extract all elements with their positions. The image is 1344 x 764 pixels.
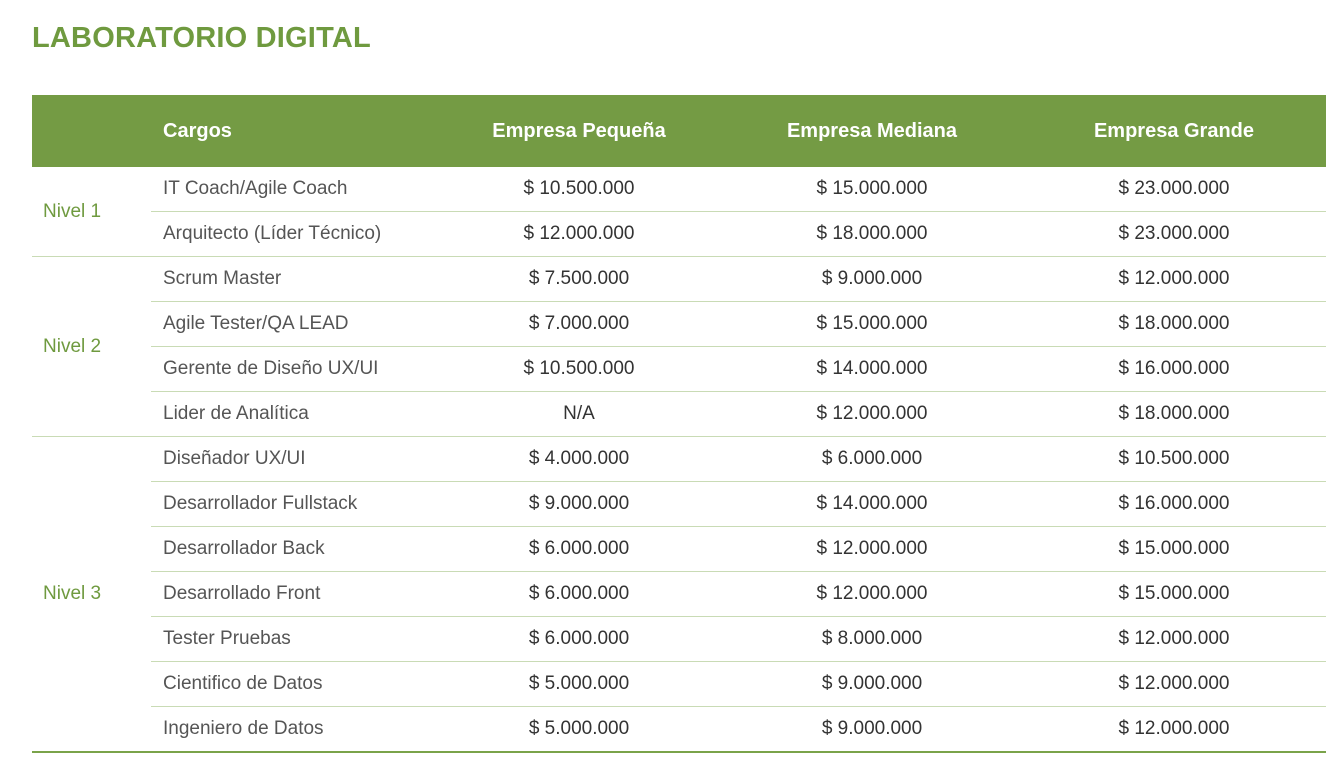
salary-mediana-cell: $ 14.000.000 bbox=[816, 358, 928, 379]
level-group: Nivel 1 IT Coach/Agile Coach $ 10.500.000 $… bbox=[32, 167, 1326, 257]
level-label: Nivel 2 bbox=[43, 335, 102, 357]
cargo-cell: Tester Pruebas bbox=[163, 628, 291, 649]
cargo-cell: Cientifico de Datos bbox=[163, 673, 323, 694]
salary-grande-cell: $ 23.000.000 bbox=[1118, 178, 1230, 199]
cargo-cell: Ingeniero de Datos bbox=[163, 718, 324, 739]
table-row: Desarrollado Front $ 6.000.000 $ 12.000.00… bbox=[151, 572, 1326, 617]
table-row: Cientifico de Datos $ 5.000.000 $ 9.000.00… bbox=[151, 662, 1326, 707]
salary-mediana-cell: $ 18.000.000 bbox=[816, 223, 928, 244]
salary-grande-cell: $ 15.000.000 bbox=[1118, 583, 1230, 604]
table-header: Cargos Empresa Pequeña Empresa Mediana E… bbox=[32, 95, 1326, 167]
cargo-cell: Gerente de Diseño UX/UI bbox=[163, 358, 379, 379]
salary-pequena-cell: $ 7.000.000 bbox=[528, 313, 630, 334]
salary-pequena-cell: $ 5.000.000 bbox=[528, 673, 630, 694]
cargo-cell: Desarrollador Back bbox=[163, 538, 325, 559]
cargo-cell: Arquitecto (Líder Técnico) bbox=[163, 223, 382, 244]
salary-mediana-cell: $ 12.000.000 bbox=[816, 583, 928, 604]
salary-grande-cell: $ 12.000.000 bbox=[1118, 268, 1230, 289]
salary-mediana-cell: $ 9.000.000 bbox=[821, 718, 923, 739]
salary-pequena-cell: $ 7.500.000 bbox=[528, 268, 630, 289]
salary-mediana-cell: $ 8.000.000 bbox=[821, 628, 923, 649]
salary-pequena-cell: $ 10.500.000 bbox=[523, 178, 635, 199]
level-label: Nivel 1 bbox=[43, 200, 102, 222]
salary-grande-cell: $ 16.000.000 bbox=[1118, 493, 1230, 514]
salary-pequena-cell: $ 5.000.000 bbox=[528, 718, 630, 739]
salary-grande-cell: $ 10.500.000 bbox=[1118, 448, 1230, 469]
table-row: Desarrollador Fullstack $ 9.000.000 $ 14.0… bbox=[151, 482, 1326, 527]
salary-table: Cargos Empresa Pequeña Empresa Mediana E… bbox=[32, 95, 1326, 753]
cargo-cell: Scrum Master bbox=[163, 268, 282, 289]
salary-pequena-cell: N/A bbox=[563, 403, 595, 424]
salary-mediana-cell: $ 6.000.000 bbox=[821, 448, 923, 469]
salary-mediana-cell: $ 14.000.000 bbox=[816, 493, 928, 514]
header-empresa-mediana: Empresa Mediana bbox=[786, 120, 958, 142]
table-row: Gerente de Diseño UX/UI $ 10.500.000 $ 14.… bbox=[151, 347, 1326, 392]
page-title: LABORATORIO DIGITAL bbox=[32, 22, 371, 54]
salary-mediana-cell: $ 12.000.000 bbox=[816, 403, 928, 424]
cargo-cell: Lider de Analítica bbox=[163, 403, 309, 424]
table-row: Agile Tester/QA LEAD $ 7.000.000 $ 15.000.… bbox=[151, 302, 1326, 347]
table-row: Diseñador UX/UI $ 4.000.000 $ 6.000.000 $ 1… bbox=[151, 437, 1326, 482]
table-row: Scrum Master $ 7.500.000 $ 9.000.000 $ 12.0… bbox=[151, 257, 1326, 302]
table-body: Nivel 1 IT Coach/Agile Coach $ 10.500.000 $… bbox=[32, 167, 1326, 753]
salary-grande-cell: $ 15.000.000 bbox=[1118, 538, 1230, 559]
level-group: Nivel 3 Diseñador UX/UI $ 4.000.000 $ 6.000… bbox=[32, 437, 1326, 753]
salary-mediana-cell: $ 15.000.000 bbox=[816, 313, 928, 334]
salary-grande-cell: $ 23.000.000 bbox=[1118, 223, 1230, 244]
salary-grande-cell: $ 18.000.000 bbox=[1118, 403, 1230, 424]
level-group: Nivel 2 Scrum Master $ 7.500.000 $ 9.000.00… bbox=[32, 257, 1326, 437]
table-row: Ingeniero de Datos $ 5.000.000 $ 9.000.000… bbox=[151, 707, 1326, 751]
level-label: Nivel 3 bbox=[43, 583, 102, 604]
cargo-cell: Agile Tester/QA LEAD bbox=[163, 313, 349, 334]
table-row: Lider de Analítica N/A $ 12.000.000 $ 18.00… bbox=[151, 392, 1326, 436]
salary-grande-cell: $ 16.000.000 bbox=[1118, 358, 1230, 379]
salary-pequena-cell: $ 9.000.000 bbox=[528, 493, 630, 514]
salary-mediana-cell: $ 9.000.000 bbox=[821, 673, 923, 694]
table-row: Desarrollador Back $ 6.000.000 $ 12.000.00… bbox=[151, 527, 1326, 572]
table-row: IT Coach/Agile Coach $ 10.500.000 $ 15.000… bbox=[151, 167, 1326, 212]
table-row: Tester Pruebas $ 6.000.000 $ 8.000.000 $ 12… bbox=[151, 617, 1326, 662]
cargo-cell: IT Coach/Agile Coach bbox=[163, 178, 348, 199]
salary-grande-cell: $ 12.000.000 bbox=[1118, 628, 1230, 649]
cargo-cell: Desarrollado Front bbox=[163, 583, 321, 604]
table-row: Arquitecto (Líder Técnico) $ 12.000.000 $ … bbox=[151, 212, 1326, 256]
salary-mediana-cell: $ 15.000.000 bbox=[816, 178, 928, 199]
cargo-cell: Diseñador UX/UI bbox=[163, 448, 306, 469]
header-empresa-pequena: Empresa Pequeña bbox=[492, 120, 666, 142]
salary-grande-cell: $ 18.000.000 bbox=[1118, 313, 1230, 334]
salary-pequena-cell: $ 6.000.000 bbox=[528, 628, 630, 649]
salary-mediana-cell: $ 9.000.000 bbox=[821, 268, 923, 289]
header-empresa-grande: Empresa Grande bbox=[1093, 120, 1255, 142]
salary-pequena-cell: $ 6.000.000 bbox=[528, 583, 630, 604]
salary-pequena-cell: $ 10.500.000 bbox=[523, 358, 635, 379]
salary-grande-cell: $ 12.000.000 bbox=[1118, 673, 1230, 694]
salary-grande-cell: $ 12.000.000 bbox=[1118, 718, 1230, 739]
salary-pequena-cell: $ 4.000.000 bbox=[528, 448, 630, 469]
salary-mediana-cell: $ 12.000.000 bbox=[816, 538, 928, 559]
salary-pequena-cell: $ 6.000.000 bbox=[528, 538, 630, 559]
cargo-cell: Desarrollador Fullstack bbox=[163, 493, 358, 514]
salary-pequena-cell: $ 12.000.000 bbox=[523, 223, 635, 244]
header-cargos: Cargos bbox=[163, 120, 232, 142]
